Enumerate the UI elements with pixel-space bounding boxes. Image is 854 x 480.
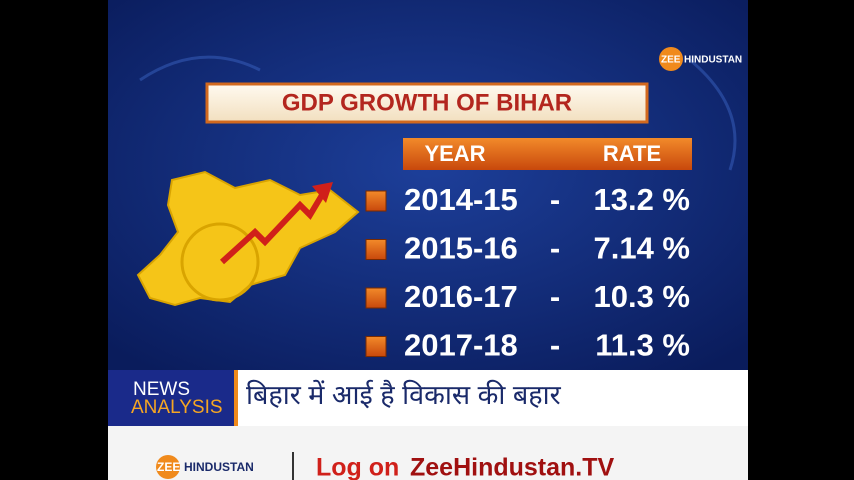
footer: [108, 426, 748, 480]
table-rows: 2014-15-13.2 %2015-16-7.14 %2016-17-10.3…: [365, 182, 690, 363]
channel-logo: ZEE HINDUSTAN: [659, 47, 742, 71]
row-year: 2017-18: [404, 328, 518, 363]
row-year: 2014-15: [404, 182, 518, 217]
row-dash: -: [550, 231, 560, 266]
ticker-divider: [234, 370, 238, 426]
growth-arrow: [219, 193, 325, 265]
decor-arc: [689, 58, 737, 171]
logo-brand: HINDUSTAN: [684, 55, 742, 66]
row-bullet: [365, 239, 387, 260]
ticker-strip: [238, 370, 748, 426]
footer-log-on: Log on: [316, 454, 399, 480]
row-dash: -: [550, 328, 560, 363]
row-rate: 13.2 %: [593, 182, 690, 217]
ticker-tag: [108, 370, 236, 426]
header-year: YEAR: [424, 141, 485, 166]
row-dash: -: [550, 182, 560, 217]
bihar-map: [136, 170, 360, 307]
row-dash: -: [550, 279, 560, 314]
table-header: [403, 138, 692, 170]
row-bullet: [365, 190, 387, 212]
decor-arc: [139, 55, 261, 82]
ticker-headline: बिहार में आई है विकास की बहार: [246, 379, 562, 410]
header-rate: RATE: [603, 141, 661, 166]
map-gauge: [180, 222, 260, 302]
ticker-tag-bottom: ANALYSIS: [131, 397, 223, 418]
row-bullet: [365, 336, 387, 357]
footer-divider: [292, 452, 294, 480]
logo-zee: ZEE: [661, 55, 681, 66]
ticker-tag-top: NEWS: [133, 379, 190, 400]
row-rate: 10.3 %: [593, 279, 690, 314]
footer-logo-zee: ZEE: [157, 460, 180, 474]
title: GDP GROWTH OF BIHAR: [282, 89, 572, 116]
row-bullet: [365, 287, 387, 309]
arrow-head: [312, 182, 333, 203]
footer-site: ZeeHindustan.TV: [410, 454, 615, 480]
row-year: 2015-16: [404, 231, 518, 266]
footer-logo-brand: HINDUSTAN: [184, 460, 254, 474]
title-box: [205, 82, 649, 124]
row-rate: 7.14 %: [593, 231, 690, 266]
row-year: 2016-17: [404, 279, 518, 314]
footer-logo-circle: [156, 455, 180, 479]
logo-circle: [659, 47, 683, 71]
row-rate: 11.3 %: [595, 328, 690, 363]
